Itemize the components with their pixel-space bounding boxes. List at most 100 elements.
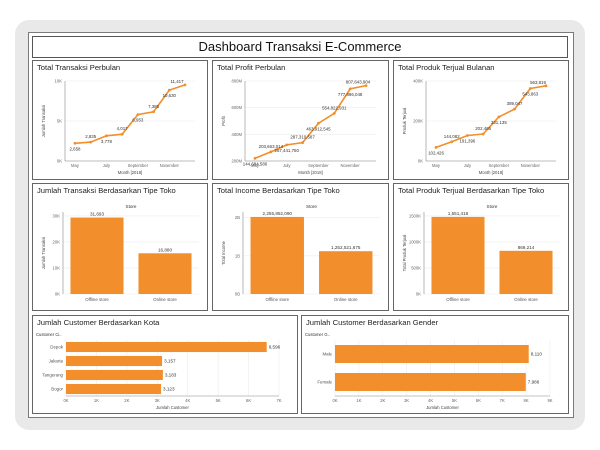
data-point (152, 110, 155, 113)
data-label: 10,630 (163, 93, 177, 98)
data-point (105, 134, 108, 137)
y-tick-label: Female (317, 380, 332, 385)
x-tick-label: 2K (380, 398, 385, 403)
data-point (529, 87, 532, 90)
y-tick-label: Depok (50, 345, 63, 350)
y-tick-label: 400M (232, 132, 243, 137)
x-axis-label: Month [2018] (479, 170, 503, 175)
y-tick-label: Bogor (51, 387, 63, 392)
data-label: 3,157 (164, 359, 176, 364)
x-tick-label: 6K (476, 398, 481, 403)
bar (66, 342, 267, 352)
chart-canvas: Customer G.. 0K 1K 2K 3K 4K 5K 6K 7K 8K 9K Jumlah C… (302, 316, 568, 413)
data-label: 869,214 (518, 245, 535, 250)
data-point (74, 142, 77, 145)
bar (499, 251, 552, 294)
data-point (136, 113, 139, 116)
data-point (168, 89, 171, 92)
data-point (466, 134, 469, 137)
y-tick-label: 1000K (409, 239, 421, 244)
chart-canvas: Store 0K 500K 1000K 1500K Total Produk Terjua… (394, 184, 568, 310)
chart-canvas: Store 0B 1B 2B Total Income 2,255,852,090 Offl… (213, 184, 388, 310)
y-tick-label: 0B (235, 292, 240, 297)
x-tick-label: November (160, 163, 180, 168)
y-tick-label: 200K (413, 119, 423, 124)
data-label: 543,863 (522, 91, 538, 96)
chart-canvas: 0K 200K 400K May July September November Month … (394, 61, 568, 179)
x-tick-label: 6K (246, 398, 251, 403)
data-point (365, 84, 368, 87)
data-label: 389,047 (507, 101, 523, 106)
y-tick-label: Male (322, 352, 332, 357)
x-tick-label: July (103, 163, 111, 168)
y-tick-label: 10K (53, 265, 61, 270)
data-label: 4,017 (117, 126, 129, 131)
chart-canvas: Store0K10K20K30KJumlah Transaksi31,693Of… (33, 184, 207, 310)
bar (251, 217, 304, 294)
x-tick-label: 4K (428, 398, 433, 403)
x-tick-label: Online store (514, 297, 538, 302)
data-label: 31,693 (90, 212, 104, 217)
panel-jumlah-customer-kota[interactable]: Jumlah Customer Berdasarkan Kota Custome… (32, 315, 298, 414)
x-tick-label: 3K (404, 398, 409, 403)
x-tick-label: November (521, 163, 541, 168)
x-tick-label: 4K (185, 398, 190, 403)
panel-jumlah-transaksi-tipe-toko[interactable]: Jumlah Transaksi Berdasarkan Tipe Toko S… (32, 183, 208, 311)
y-tick-label: 0K (416, 292, 421, 297)
data-point (254, 157, 257, 160)
panel-jumlah-customer-gender[interactable]: Jumlah Customer Berdasarkan Gender Custo… (301, 315, 569, 414)
x-tick-label: July (283, 163, 291, 168)
chart-header: Store (126, 204, 137, 209)
y-tick-label: 0K (418, 159, 423, 164)
data-point (513, 108, 516, 111)
x-tick-label: Online store (334, 297, 358, 302)
panel-total-income-tipe-toko[interactable]: Total Income Berdasarkan Tipe Toko Store… (212, 183, 389, 311)
chart-header: Customer G.. (305, 332, 330, 337)
x-tick-label: 9K (547, 398, 552, 403)
x-tick-label: 7K (276, 398, 281, 403)
x-tick-label: November (340, 163, 360, 168)
panel-total-produk-tipe-toko[interactable]: Total Produk Terjual Berdasarkan Tipe To… (393, 183, 569, 311)
data-point (121, 133, 124, 136)
chart-header: Store (487, 204, 498, 209)
y-tick-label: 200M (232, 159, 243, 164)
data-label: 2,835 (85, 134, 97, 139)
x-tick-label: 3K (155, 398, 160, 403)
data-point (545, 84, 548, 87)
bar (66, 384, 161, 394)
x-tick-label: May (432, 163, 441, 168)
panel-total-transaksi-perbulan[interactable]: Total Transaksi Perbulan 0K 5K 10K May July S… (32, 60, 208, 180)
bar (66, 370, 163, 380)
y-axis-label: Jumlah Transaksi (41, 105, 46, 138)
data-label: 11,417 (170, 79, 184, 84)
y-tick-label: 5K (57, 119, 62, 124)
y-tick-label: 10K (55, 79, 63, 84)
y-tick-label: Tangerang (42, 373, 63, 378)
y-axis-label: Total Income (221, 240, 226, 264)
data-label: 2,255,852,090 (263, 211, 293, 216)
data-label: 2,658 (70, 146, 82, 151)
panel-total-profit-perbulan[interactable]: Total Profit Perbulan 200M 400M 600M 800M Ma… (212, 60, 389, 180)
data-label: 3,183 (165, 373, 177, 378)
data-label: 1,252,521,675 (331, 245, 361, 250)
x-tick-label: Offline store (265, 297, 289, 302)
x-tick-label: 8K (524, 398, 529, 403)
chart-canvas: Customer Ci.. 0K 1K 2K 3K 4K 5K 6K 7K Jumlah Cust… (33, 316, 297, 413)
bar (138, 253, 191, 294)
data-label: 202,465 (475, 126, 491, 131)
y-axis-label: Jumlah Transaksi (41, 237, 46, 270)
y-tick-label: 500K (411, 265, 421, 270)
data-point (301, 141, 304, 144)
data-label: 6,596 (269, 345, 281, 350)
dashboard-title: Dashboard Transaksi E-Commerce (32, 36, 568, 58)
y-tick-label: 800M (232, 79, 243, 84)
chart-canvas: 200M400M600M800MMay July September November… (213, 61, 388, 179)
data-label: 331,135 (491, 120, 507, 125)
x-axis-label: Month [2018] (118, 170, 142, 175)
data-point (482, 133, 485, 136)
x-axis-label: Jumlah Customer (156, 405, 189, 410)
panel-total-produk-terjual-bulanan[interactable]: Total Produk Terjual Bulanan 0K 200K 400K M… (393, 60, 569, 180)
data-point (497, 115, 500, 118)
bar (431, 217, 484, 294)
x-tick-label: Online store (153, 297, 177, 302)
